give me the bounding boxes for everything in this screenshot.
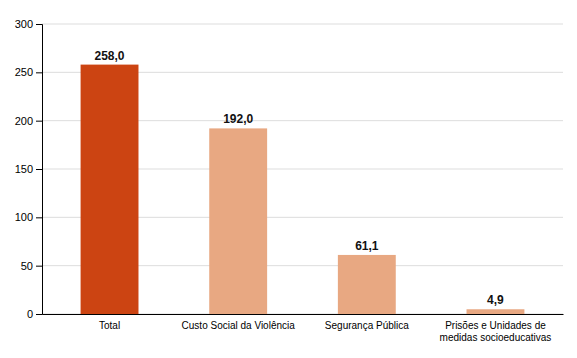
bar — [81, 65, 139, 314]
tick: 250 — [15, 66, 42, 78]
tick: Total — [99, 314, 120, 331]
tick-label: Segurança Pública — [325, 320, 409, 331]
tick-mark — [36, 24, 42, 25]
y-axis: 0 50 100 150 200 250 300 — [15, 18, 43, 320]
tick-label-line: Total — [99, 320, 120, 331]
tick-label-line: Prisões e Unidades de — [445, 320, 546, 331]
tick-label: Prisões e Unidades demedidas socioeducat… — [440, 320, 552, 343]
tick-label-line: Segurança Pública — [325, 320, 409, 331]
tick-label: 150 — [15, 163, 33, 175]
tick-mark — [36, 72, 42, 73]
tick-mark — [36, 314, 42, 315]
tick-label: 50 — [21, 260, 33, 272]
tick-label: 0 — [27, 308, 33, 320]
tick: 0 — [27, 308, 42, 320]
axis-line — [43, 314, 564, 315]
tick-label: Total — [99, 320, 120, 331]
x-axis: Total Custo Social da Violência Segurança … — [43, 314, 564, 343]
tick-label: 200 — [15, 115, 33, 127]
tick: 150 — [15, 163, 42, 175]
grid-line — [42, 24, 563, 25]
tick: 100 — [15, 211, 42, 223]
tick-label: 100 — [15, 211, 33, 223]
bar — [338, 255, 396, 314]
tick: Prisões e Unidades demedidas socioeducat… — [440, 314, 552, 343]
tick-label: Custo Social da Violência — [182, 320, 296, 331]
tick: Segurança Pública — [325, 314, 409, 331]
tick-mark — [36, 217, 42, 218]
tick: 50 — [21, 260, 42, 272]
data-label: 4,9 — [487, 293, 504, 307]
bars — [81, 65, 525, 314]
chart: 0 50 100 150 200 250 300 Total Custo Social da V… — [0, 0, 577, 358]
axis-line — [36, 25, 43, 315]
tick-label: 250 — [15, 66, 33, 78]
tick-mark — [36, 266, 42, 267]
tick-label: 300 — [15, 18, 33, 30]
data-label: 192,0 — [223, 112, 253, 126]
plot: 0 50 100 150 200 250 300 Total Custo Social da V… — [15, 18, 564, 343]
tick-mark — [36, 169, 42, 170]
tick: 300 — [15, 18, 42, 30]
data-label: 258,0 — [95, 49, 125, 63]
tick-mark — [36, 121, 42, 122]
tick-label-line: medidas socioeducativas — [440, 332, 552, 343]
bar — [467, 309, 525, 314]
data-label: 61,1 — [355, 239, 379, 253]
grid — [42, 24, 563, 314]
bar — [209, 128, 267, 314]
tick: Custo Social da Violência — [182, 314, 296, 331]
tick: 200 — [15, 115, 42, 127]
data-labels: 258,0 192,0 61,1 4,9 — [95, 49, 505, 308]
tick-label-line: Custo Social da Violência — [182, 320, 296, 331]
